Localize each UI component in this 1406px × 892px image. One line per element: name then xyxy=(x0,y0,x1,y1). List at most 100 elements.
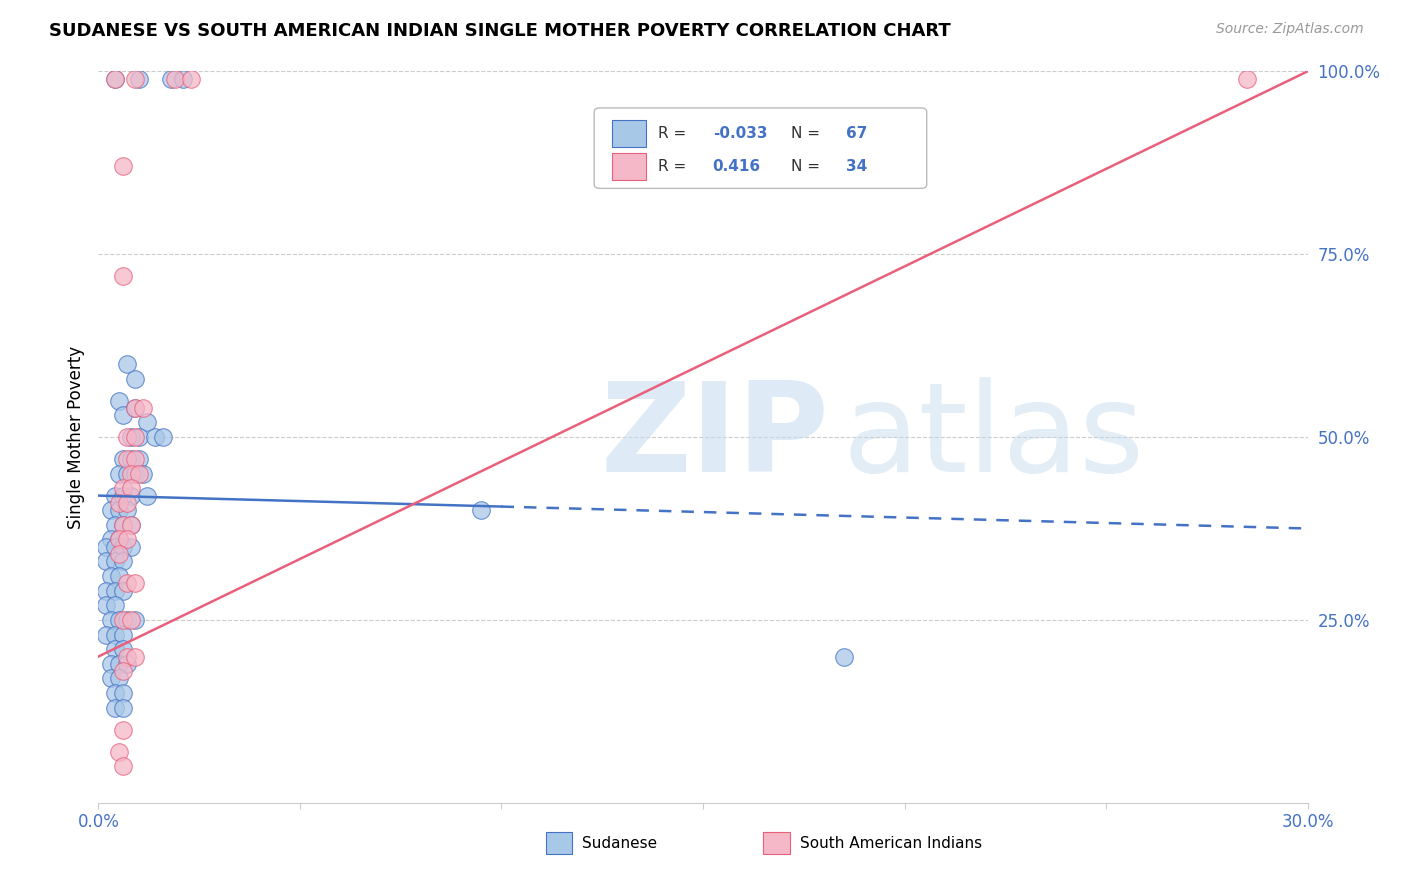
Point xyxy=(160,71,183,86)
Point xyxy=(111,160,134,174)
Point xyxy=(132,401,155,415)
FancyBboxPatch shape xyxy=(546,832,572,854)
Point xyxy=(100,533,122,547)
Point xyxy=(111,481,134,495)
Point xyxy=(107,393,129,408)
Point xyxy=(128,467,150,481)
Point xyxy=(124,430,146,444)
Point xyxy=(103,517,125,532)
Point xyxy=(100,613,122,627)
Point xyxy=(115,357,138,371)
Point xyxy=(111,540,134,554)
Point xyxy=(120,517,142,532)
Point xyxy=(103,627,125,641)
Point xyxy=(124,401,146,415)
Text: N =: N = xyxy=(792,159,825,174)
Text: -0.033: -0.033 xyxy=(713,126,768,141)
Point xyxy=(111,554,134,568)
Text: Source: ZipAtlas.com: Source: ZipAtlas.com xyxy=(1216,22,1364,37)
Point xyxy=(124,71,146,86)
Point xyxy=(111,686,134,700)
Point xyxy=(111,700,134,714)
Point xyxy=(115,452,138,467)
Text: 67: 67 xyxy=(845,126,868,141)
Text: 34: 34 xyxy=(845,159,868,174)
Point xyxy=(111,759,134,773)
Point xyxy=(103,642,125,657)
Point xyxy=(832,649,855,664)
Point xyxy=(100,672,122,686)
Point xyxy=(115,503,138,517)
Point xyxy=(103,700,125,714)
Text: atlas: atlas xyxy=(842,376,1144,498)
Point xyxy=(111,613,134,627)
Point xyxy=(120,613,142,627)
Point xyxy=(124,467,146,481)
Point xyxy=(124,576,146,591)
Point xyxy=(120,489,142,503)
Point xyxy=(1236,71,1258,86)
Point xyxy=(143,430,166,444)
Point xyxy=(124,452,146,467)
Y-axis label: Single Mother Poverty: Single Mother Poverty xyxy=(66,345,84,529)
Point xyxy=(96,540,118,554)
Point xyxy=(111,583,134,598)
Point xyxy=(107,533,129,547)
Point xyxy=(124,401,146,415)
FancyBboxPatch shape xyxy=(763,832,790,854)
Point xyxy=(120,430,142,444)
Point xyxy=(107,569,129,583)
Point xyxy=(103,71,125,86)
Point xyxy=(111,517,134,532)
Point xyxy=(115,576,138,591)
Point xyxy=(111,489,134,503)
Text: Sudanese: Sudanese xyxy=(582,836,657,851)
Point xyxy=(107,533,129,547)
Text: SUDANESE VS SOUTH AMERICAN INDIAN SINGLE MOTHER POVERTY CORRELATION CHART: SUDANESE VS SOUTH AMERICAN INDIAN SINGLE… xyxy=(49,22,950,40)
Point xyxy=(128,452,150,467)
Text: 0.416: 0.416 xyxy=(713,159,761,174)
Point xyxy=(111,642,134,657)
Point xyxy=(120,540,142,554)
Point xyxy=(96,599,118,613)
Point xyxy=(128,71,150,86)
Point xyxy=(100,503,122,517)
Point xyxy=(120,481,142,495)
Text: R =: R = xyxy=(658,159,692,174)
Point xyxy=(96,627,118,641)
Point xyxy=(107,547,129,561)
Point xyxy=(115,430,138,444)
FancyBboxPatch shape xyxy=(613,120,647,147)
Point xyxy=(111,408,134,422)
Point xyxy=(111,269,134,284)
Point xyxy=(103,554,125,568)
Point xyxy=(124,613,146,627)
Point xyxy=(124,371,146,385)
Point xyxy=(115,533,138,547)
Point xyxy=(107,657,129,671)
Point xyxy=(132,467,155,481)
Text: South American Indians: South American Indians xyxy=(800,836,981,851)
Point xyxy=(103,540,125,554)
Point xyxy=(107,503,129,517)
Point xyxy=(103,599,125,613)
Point xyxy=(115,649,138,664)
Point xyxy=(111,664,134,678)
Point xyxy=(107,467,129,481)
Point xyxy=(128,430,150,444)
Text: ZIP: ZIP xyxy=(600,376,830,498)
Point xyxy=(152,430,174,444)
Point xyxy=(103,71,125,86)
Point xyxy=(100,569,122,583)
Point xyxy=(115,613,138,627)
Point xyxy=(107,745,129,759)
Point xyxy=(111,723,134,737)
FancyBboxPatch shape xyxy=(613,153,647,180)
Point xyxy=(115,467,138,481)
Point xyxy=(120,467,142,481)
Point xyxy=(111,517,134,532)
Point xyxy=(470,503,492,517)
Point xyxy=(115,496,138,510)
Point xyxy=(100,657,122,671)
Point xyxy=(180,71,202,86)
